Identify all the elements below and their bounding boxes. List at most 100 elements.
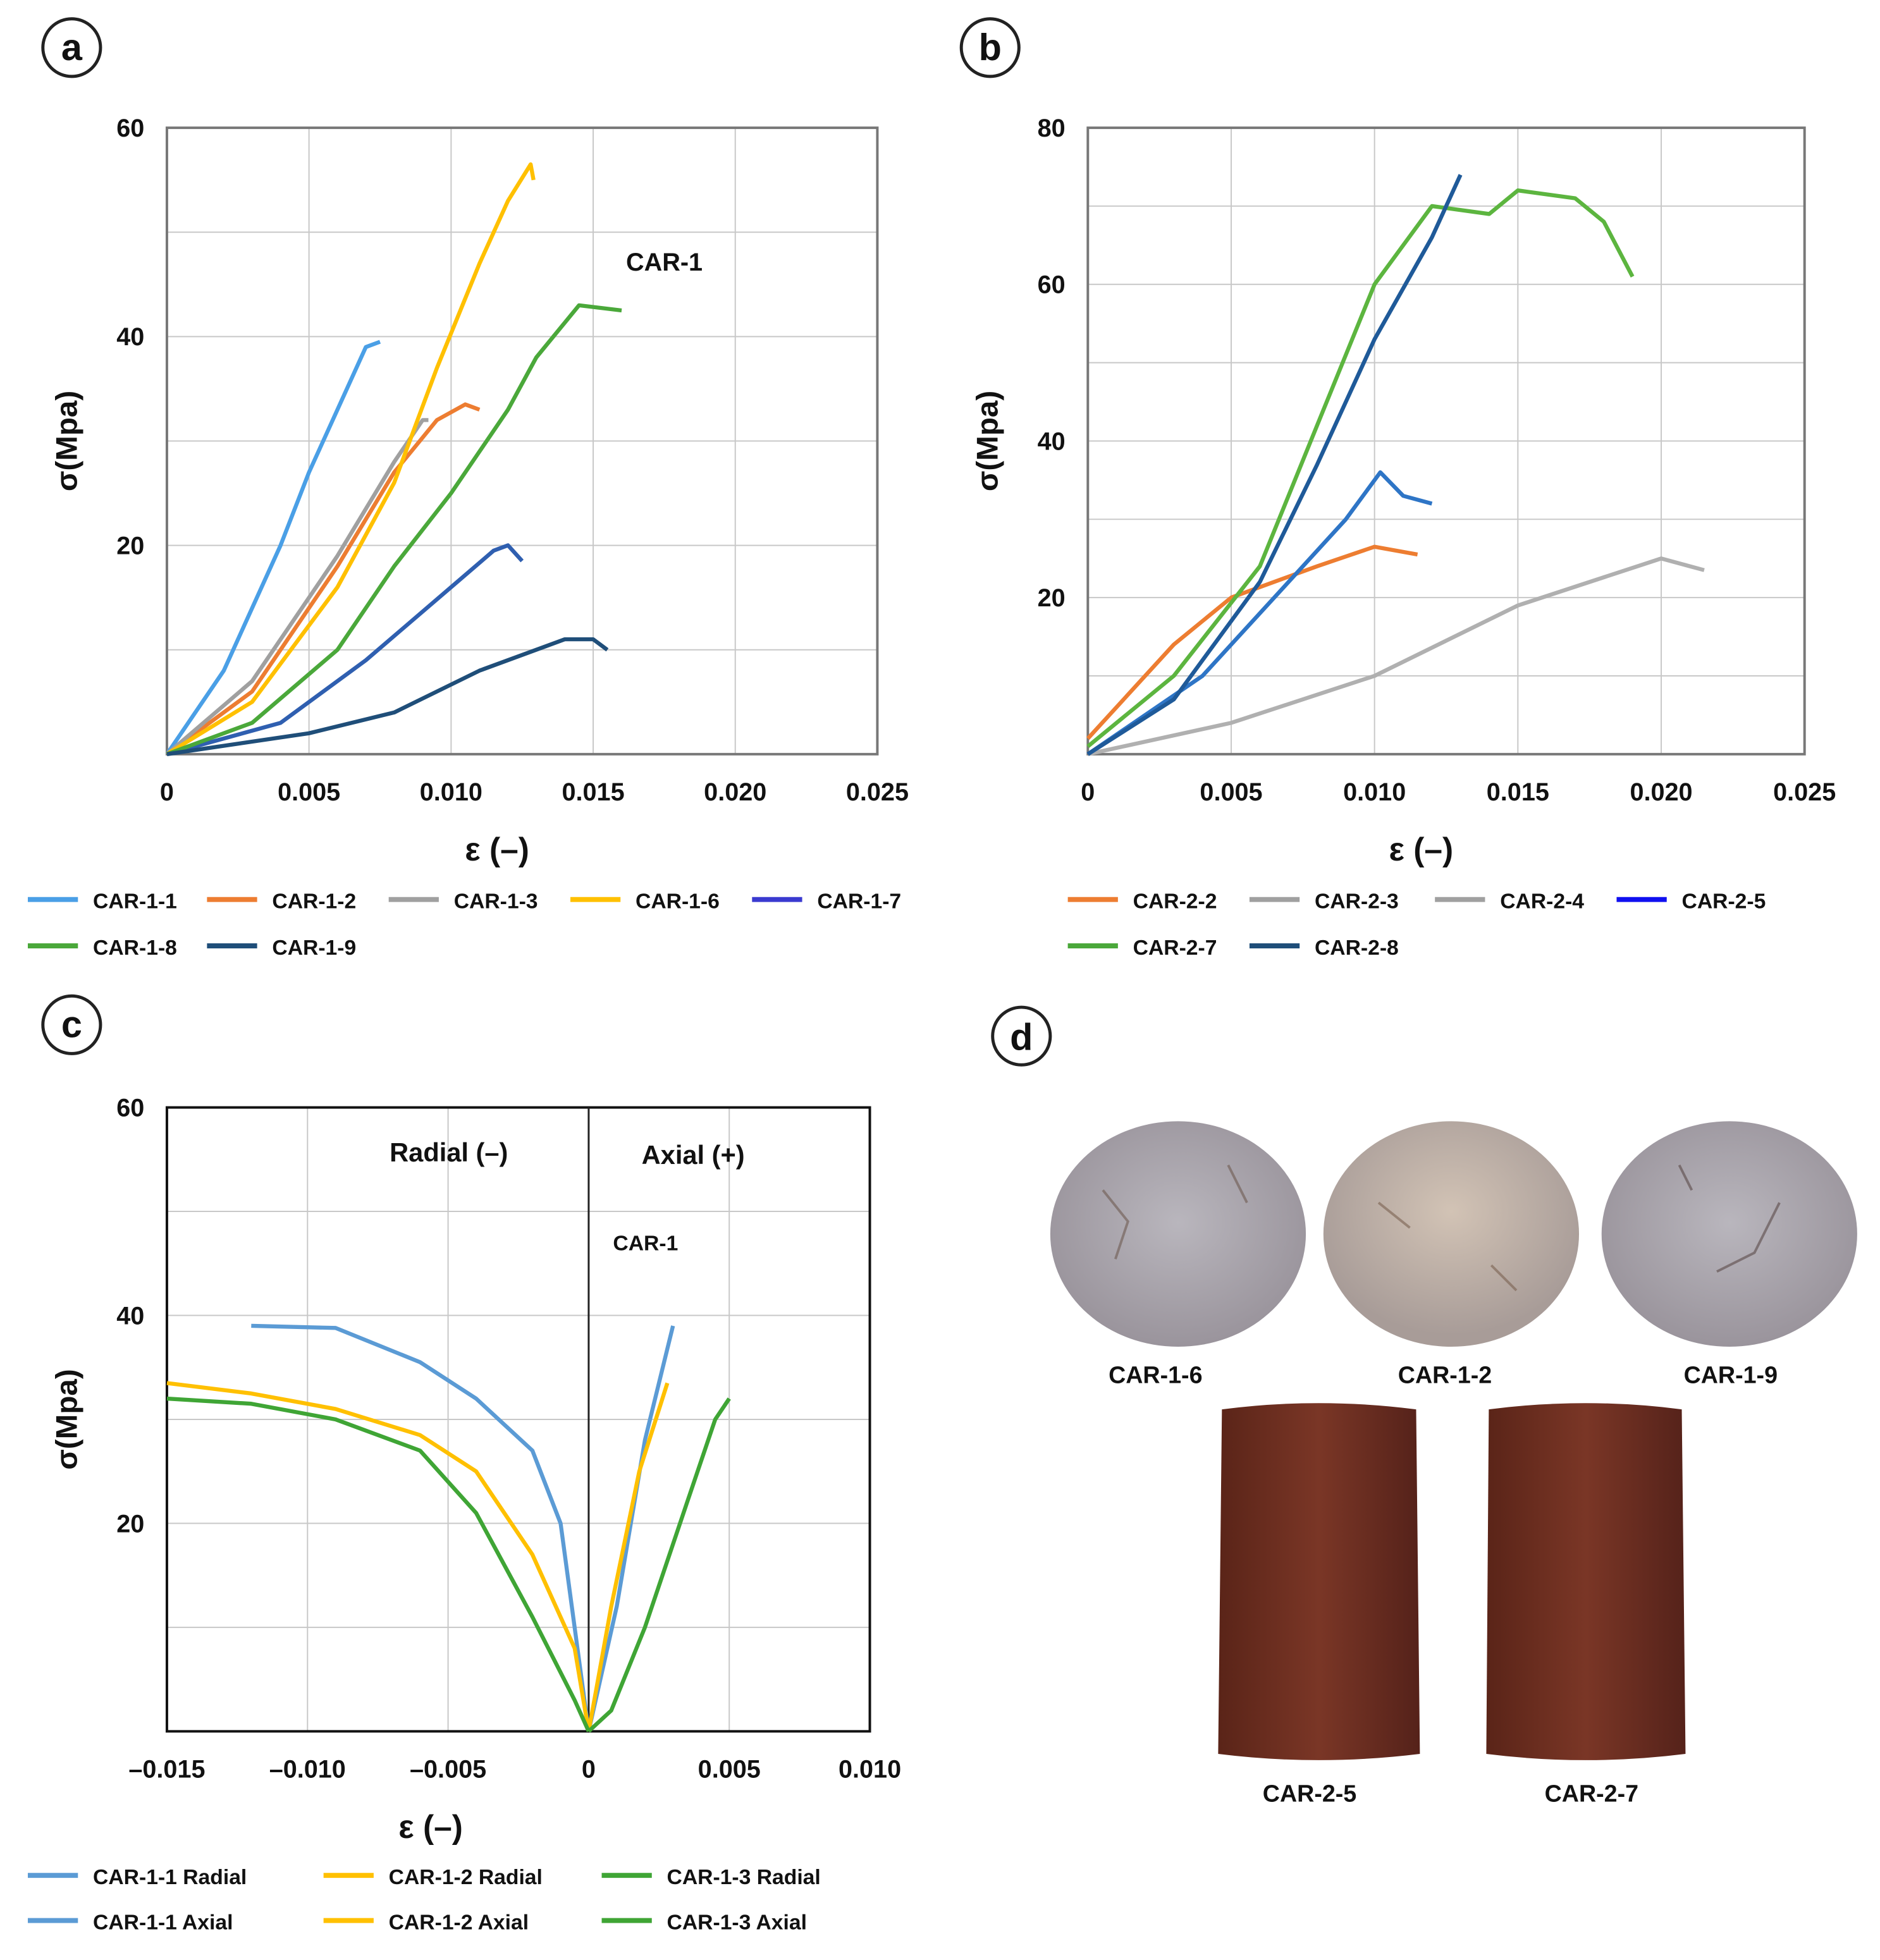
y-axis-label: σ(Mpa) — [971, 391, 1005, 491]
panel-d: d CAR-1-6 CAR-1-2 CAR-1-9 CAR-2-5 CAR-2-… — [991, 1005, 1857, 1806]
series-line-car-2-5 — [1086, 470, 1433, 756]
legend-label: CAR-1-2 — [272, 890, 356, 914]
panel-label-circle — [41, 994, 102, 1055]
legend-label: CAR-1-8 — [93, 936, 177, 960]
series-line-car-1-6 — [166, 162, 536, 756]
x-tick-label: 0.005 — [1200, 778, 1262, 806]
x-tick-label: 0.005 — [698, 1756, 761, 1784]
x-axis-label: ε (–) — [398, 1808, 463, 1845]
disc-label: CAR-1-2 — [1398, 1362, 1492, 1388]
series-line-car-1-2-axial — [586, 1382, 670, 1732]
x-tick-label: 0.010 — [839, 1756, 901, 1784]
legend-label: CAR-1-9 — [272, 936, 356, 960]
series-line-car-1-3 — [165, 418, 429, 756]
legend-label: CAR-1-1 — [93, 890, 177, 914]
x-tick-label: –0.010 — [269, 1756, 346, 1784]
panel-label: b — [979, 26, 1002, 68]
series-line-car-1-1-axial — [586, 1325, 675, 1732]
y-tick-label: 80 — [1038, 114, 1066, 142]
panel-label-circle — [959, 17, 1021, 78]
series-line-car-1-2-radial — [166, 1381, 591, 1732]
cylinder-label: CAR-2-5 — [1263, 1780, 1356, 1806]
series-line-car-1-7 — [166, 543, 524, 756]
x-tick-label: 0.025 — [846, 778, 909, 806]
cylinder-photo: CAR-2-5 — [1218, 1403, 1420, 1806]
legend-label: CAR-1-3 Axial — [667, 1911, 807, 1934]
legend-label: CAR-1-1 Radial — [93, 1866, 247, 1889]
series-line-car-1-2 — [166, 402, 481, 756]
x-tick-label: 0 — [1081, 778, 1095, 806]
y-axis-label: σ(Mpa) — [50, 1369, 83, 1469]
legend-label: CAR-1-6 — [636, 890, 720, 914]
panel-label: c — [61, 1003, 82, 1046]
panel-b: b 0 0.005 0.010 0.015 0.020 0.025 20 40 60 80 ε (–)… — [959, 17, 1836, 960]
x-tick-label: 0.025 — [1773, 778, 1836, 806]
chart-annotation: CAR-1 — [613, 1232, 678, 1255]
disc-photo: CAR-1-6 — [1050, 1121, 1306, 1388]
legend-label: CAR-2-7 — [1133, 936, 1217, 960]
y-tick-label: 60 — [1038, 271, 1066, 299]
plot-frame — [165, 1106, 871, 1733]
x-tick-label: –0.005 — [410, 1756, 486, 1784]
panel-c: c Radial (–) Axial (+) –0.015 –0.010 –0.005 0 0… — [28, 994, 901, 1934]
legend-label: CAR-2-2 — [1133, 890, 1217, 914]
disc-label: CAR-1-6 — [1109, 1362, 1202, 1388]
y-tick-label: 20 — [116, 1510, 144, 1538]
x-tick-label: 0 — [582, 1756, 596, 1784]
legend-label: CAR-1-2 Axial — [389, 1911, 529, 1934]
x-tick-label: 0.010 — [1343, 778, 1406, 806]
x-tick-label: 0.015 — [1487, 778, 1549, 806]
cylinder-label: CAR-2-7 — [1545, 1780, 1638, 1806]
panel-a: a 0 0.005 0.010 0.015 0.020 0.025 20 40 60 ε (–) σ(… — [28, 17, 909, 960]
legend-label: CAR-1-1 Axial — [93, 1911, 233, 1934]
series-line-car-1-1 — [165, 340, 381, 756]
disc-label: CAR-1-9 — [1684, 1362, 1778, 1388]
series-line-car-1-1-radial — [251, 1323, 591, 1732]
y-tick-label: 40 — [116, 323, 144, 351]
region-label-axial: Axial (+) — [642, 1140, 745, 1170]
series-line-car-1-9 — [166, 637, 609, 756]
y-tick-label: 40 — [1038, 427, 1066, 455]
y-tick-label: 60 — [116, 1094, 144, 1122]
series-line-car-1-3-radial — [166, 1396, 591, 1732]
panel-label-circle — [991, 1005, 1052, 1067]
y-tick-label: 20 — [1038, 584, 1066, 612]
chart-annotation: CAR-1 — [626, 248, 703, 276]
y-tick-label: 40 — [116, 1302, 144, 1330]
y-axis-label: σ(Mpa) — [50, 391, 83, 491]
x-tick-label: 0.020 — [1630, 778, 1692, 806]
legend-label: CAR-1-2 Radial — [389, 1866, 543, 1889]
y-tick-label: 20 — [116, 532, 144, 560]
legend-label: CAR-2-3 — [1315, 890, 1399, 914]
panel-label: d — [1010, 1015, 1033, 1058]
series-line-car-2-2 — [1086, 544, 1418, 740]
cylinder-photo: CAR-2-7 — [1486, 1403, 1686, 1806]
x-tick-label: 0 — [160, 778, 174, 806]
x-tick-label: –0.015 — [128, 1756, 205, 1784]
series-line-car-1-3-axial — [587, 1397, 731, 1733]
x-axis-label: ε (–) — [1389, 831, 1454, 867]
y-tick-label: 60 — [116, 114, 144, 142]
disc-photo: CAR-1-2 — [1323, 1121, 1580, 1388]
legend-label: CAR-1-3 Radial — [667, 1866, 821, 1889]
series-line-car-1-8 — [166, 303, 622, 756]
series-line-car-2-3 — [1087, 556, 1705, 756]
legend-label: CAR-2-4 — [1500, 890, 1584, 914]
plot-frame — [165, 126, 879, 756]
plot-frame — [1086, 126, 1806, 756]
panel-label: a — [61, 26, 83, 68]
legend-label: CAR-1-3 — [454, 890, 538, 914]
disc-photo: CAR-1-9 — [1601, 1121, 1857, 1388]
x-tick-label: 0.005 — [278, 778, 340, 806]
series-line-car-2-8 — [1086, 174, 1463, 756]
legend-label: CAR-1-7 — [817, 890, 901, 914]
legend-label: CAR-2-8 — [1315, 936, 1399, 960]
x-tick-label: 0.015 — [562, 778, 624, 806]
x-axis-label: ε (–) — [465, 831, 529, 867]
series-line-car-2-7 — [1086, 188, 1635, 748]
region-label-radial: Radial (–) — [390, 1137, 508, 1167]
x-tick-label: 0.020 — [704, 778, 766, 806]
x-tick-label: 0.010 — [420, 778, 482, 806]
legend-label: CAR-2-5 — [1682, 890, 1766, 914]
